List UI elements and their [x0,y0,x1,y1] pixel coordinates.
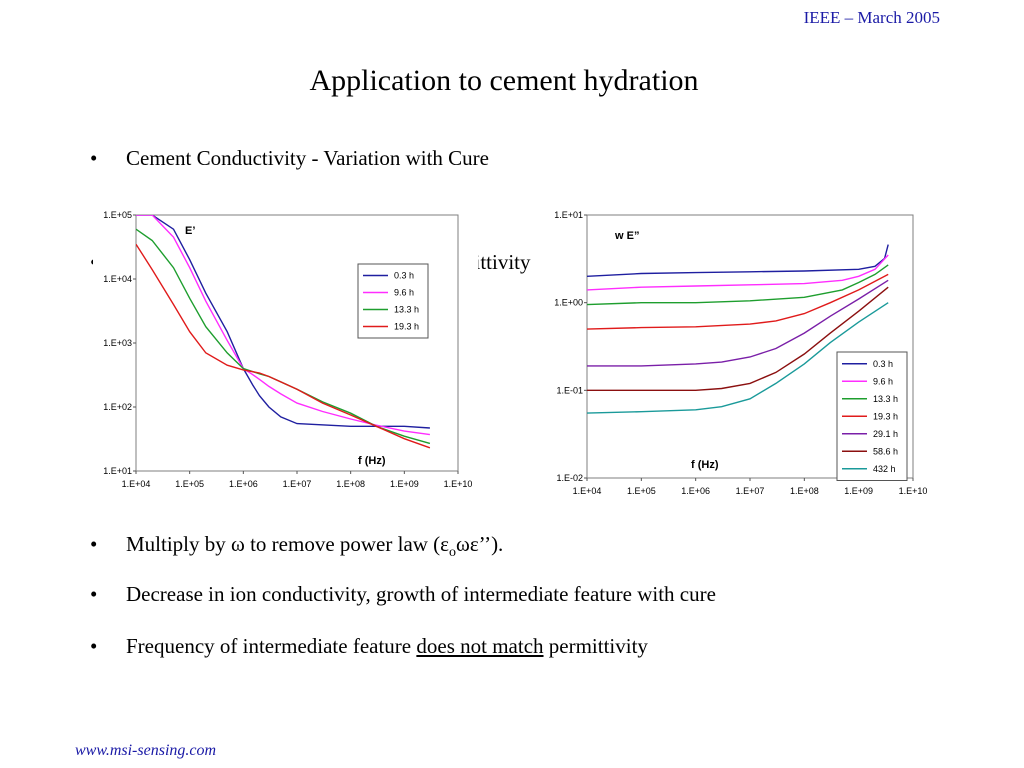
x-tick-label: 1.E+04 [573,486,602,496]
legend: 0.3 h 9.6 h 13.3 h 19.3 h [357,263,429,339]
x-tick-label: 1.E+07 [283,479,312,489]
legend-entry: 9.6 h [394,288,414,298]
loss-chart: 1.E-02 1.E-01 1.E+00 1.E+01 1.E+04 1.E+05 1.E+… [545,206,930,511]
x-tick-label: 1.E+08 [790,486,819,496]
bullet-dot: • [90,146,98,170]
series-line-19-3-h [587,273,889,330]
series-line-9-6-h [587,254,889,291]
x-tick-label: 1.E+06 [229,479,258,489]
legend-entry: 0.3 h [873,359,893,369]
y-tick-label: 1.E+01 [103,466,132,476]
y-tick-label: 1.E+03 [103,338,132,348]
x-tick-label: 1.E+10 [444,479,473,489]
legend-entry: 13.3 h [873,394,898,404]
series-line-0-3-h [587,244,889,277]
bullet-dot: • [90,532,98,556]
bullet-3-text-post: ωε’’). [456,532,504,556]
footer-link[interactable]: www.msi-sensing.com [75,742,217,759]
y-tick-label: 1.E-01 [556,385,583,395]
legend-entry: 9.6 h [873,376,893,386]
chart-title: E’ [185,225,195,237]
legend-entry: 58.6 h [873,446,898,456]
legend-entry: 19.3 h [394,322,419,332]
y-tick-label: 1.E-02 [556,473,583,483]
series-line-58-6-h [587,286,889,391]
y-tick-label: 1.E+05 [103,210,132,220]
x-axis-label: f (Hz) [691,459,719,471]
x-tick-label: 1.E+05 [627,486,656,496]
y-tick-label: 1.E+04 [103,274,132,284]
bullet-5-underlined: does not match [416,634,544,658]
permittivity-chart-svg: 1.E+01 1.E+02 1.E+03 1.E+04 1.E+05 1.E+04 1.E+… [93,206,478,496]
series-line-9-6-h [136,215,430,436]
bullet-3: • Multiply by ω to remove power law (εoωε… [90,532,503,561]
y-tick-label: 1.E+00 [554,298,583,308]
bullet-5-text-pre: Frequency of intermediate feature [126,634,417,658]
chart-title: w E” [614,230,639,242]
x-tick-label: 1.E+09 [844,486,873,496]
bullet-5: • Frequency of intermediate feature does … [90,634,648,659]
x-tick-label: 1.E+08 [336,479,365,489]
legend-entry: 0.3 h [394,271,414,281]
bullet-4-text: Decrease in ion conductivity, growth of … [126,582,716,606]
legend-box [357,263,429,339]
series-line-29-1-h [587,279,889,367]
series-group [136,215,431,449]
x-tick-label: 1.E+04 [122,479,151,489]
x-tick-label: 1.E+09 [390,479,419,489]
legend-entry: 29.1 h [873,429,898,439]
bullet-dot: • [90,634,98,658]
header-note: IEEE – March 2005 [803,8,940,27]
plot-area [135,214,459,472]
legend: 0.3 h 9.6 h 13.3 h 19.3 h 29.1 h 58.6 h 432 h [836,351,908,481]
series-group [587,244,889,414]
loss-chart-svg: 1.E-02 1.E-01 1.E+00 1.E+01 1.E+04 1.E+05 1.E+… [545,206,930,506]
series-line-13-3-h [587,264,889,306]
bullet-4: • Decrease in ion conductivity, growth of… [90,582,716,607]
bullet-1: • Cement Conductivity - Variation with Cu… [90,146,489,171]
y-tick-label: 1.E+02 [103,402,132,412]
x-tick-label: 1.E+07 [736,486,765,496]
x-tick-label: 1.E+10 [899,486,928,496]
legend-entry: 19.3 h [873,411,898,421]
series-line-19-3-h [136,243,431,449]
x-tick-label: 1.E+05 [175,479,204,489]
bullet-1-text: Cement Conductivity - Variation with Cur… [126,146,489,170]
bullet-dot: • [90,582,98,606]
legend-entry: 13.3 h [394,305,419,315]
series-line-432-h [587,302,889,414]
x-tick-label: 1.E+06 [681,486,710,496]
bullet-3-subscript: o [449,545,456,561]
bullet-3-text-pre: Multiply by ω to remove power law (ε [126,532,449,556]
series-line-0-3-h [136,215,430,429]
bullet-5-text-post: permittivity [543,634,648,658]
legend-entry: 432 h [873,464,896,474]
slide-title: Application to cement hydration [309,64,699,97]
y-tick-label: 1.E+01 [554,210,583,220]
permittivity-chart: 1.E+01 1.E+02 1.E+03 1.E+04 1.E+05 1.E+04 1.E+… [93,206,478,501]
x-axis-label: f (Hz) [358,455,386,467]
